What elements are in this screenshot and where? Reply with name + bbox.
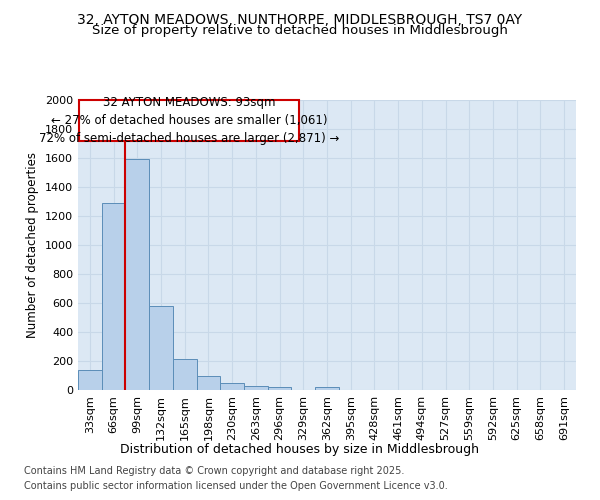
Bar [102,203,125,390]
Bar [220,383,244,390]
Bar [125,160,149,390]
Bar [268,387,292,390]
Bar [173,359,197,390]
Text: Contains public sector information licensed under the Open Government Licence v3: Contains public sector information licen… [24,481,448,491]
Text: Contains HM Land Registry data © Crown copyright and database right 2025.: Contains HM Land Registry data © Crown c… [24,466,404,476]
Text: Size of property relative to detached houses in Middlesbrough: Size of property relative to detached ho… [92,24,508,37]
Bar [244,386,268,390]
Bar [78,370,102,390]
Bar [197,376,220,390]
Text: Distribution of detached houses by size in Middlesbrough: Distribution of detached houses by size … [121,442,479,456]
Text: 32, AYTON MEADOWS, NUNTHORPE, MIDDLESBROUGH, TS7 0AY: 32, AYTON MEADOWS, NUNTHORPE, MIDDLESBRO… [77,12,523,26]
Y-axis label: Number of detached properties: Number of detached properties [26,152,40,338]
Bar [149,306,173,390]
FancyBboxPatch shape [79,100,299,140]
Bar [315,387,339,390]
Text: 32 AYTON MEADOWS: 93sqm
← 27% of detached houses are smaller (1,061)
72% of semi: 32 AYTON MEADOWS: 93sqm ← 27% of detache… [38,96,339,145]
